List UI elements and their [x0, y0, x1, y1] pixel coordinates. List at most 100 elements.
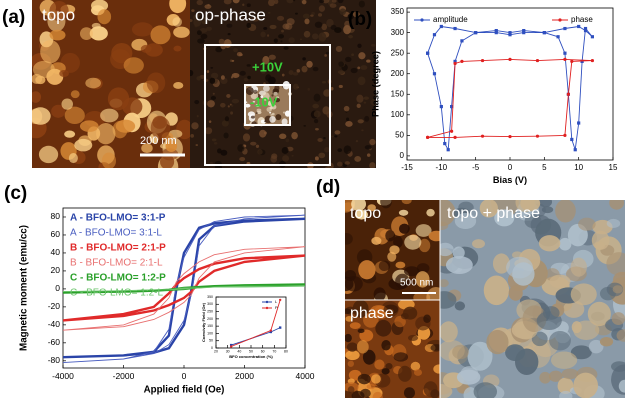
texture-blob [347, 13, 354, 20]
point [508, 57, 512, 61]
texture-blob [312, 103, 320, 109]
texture-blob [467, 341, 493, 371]
texture-blob [256, 108, 262, 112]
texture-blob [49, 29, 66, 41]
texture-blob [215, 46, 223, 53]
texture-blob [371, 236, 382, 245]
texture-blob [314, 156, 319, 161]
panel-label: (a) [2, 7, 25, 28]
texture-blob [255, 112, 258, 115]
y-tick-label: 350 [207, 295, 213, 299]
point [556, 35, 560, 39]
series-line [427, 26, 593, 152]
texture-blob [366, 59, 371, 63]
point [583, 26, 588, 31]
point [229, 343, 233, 347]
series-line [62, 217, 306, 359]
texture-blob [612, 285, 623, 294]
texture-blob [40, 39, 61, 64]
texture-blob [445, 256, 473, 275]
texture-blob [486, 329, 509, 355]
texture-blob [281, 73, 285, 77]
texture-blob [210, 67, 214, 69]
texture-blob [403, 306, 418, 320]
texture-blob [335, 45, 343, 52]
texture-blob [326, 18, 334, 28]
texture-blob [345, 315, 353, 322]
texture-blob [599, 337, 614, 347]
series-line [62, 283, 306, 294]
texture-blob [38, 145, 59, 164]
texture-blob [194, 100, 200, 105]
texture-blob [370, 98, 376, 106]
x-tick-label: -5 [472, 163, 480, 172]
texture-blob [315, 128, 319, 131]
texture-blob [223, 0, 232, 5]
texture-blob [373, 287, 386, 300]
texture-blob [561, 368, 579, 380]
point [426, 51, 430, 55]
panel-label: (b) [348, 9, 372, 30]
texture-blob [314, 21, 323, 28]
texture-blob [387, 251, 397, 262]
texture-blob [260, 95, 264, 98]
scan-box-outer [204, 44, 331, 166]
texture-blob [146, 72, 166, 94]
point [453, 135, 457, 140]
y-tick-label: 350 [391, 7, 405, 16]
texture-blob [49, 1, 69, 21]
texture-blob [350, 67, 358, 74]
texture-blob [380, 200, 392, 209]
texture-blob [242, 133, 251, 142]
texture-blob [452, 344, 469, 360]
x-axis-label: BFO concentration (%) [229, 354, 273, 359]
y-tick-label: 50 [209, 339, 213, 343]
texture-blob [246, 64, 251, 67]
image [345, 200, 440, 300]
texture-blob [322, 106, 330, 115]
texture-blob [273, 0, 279, 5]
texture-blob [393, 352, 409, 362]
texture-blob [325, 166, 328, 168]
point [269, 330, 273, 334]
y-tick-label: 50 [395, 130, 404, 139]
point [278, 326, 282, 329]
texture-blob [492, 253, 510, 274]
texture-blob [301, 65, 308, 73]
texture-blob [89, 26, 108, 41]
texture-blob [318, 5, 326, 12]
texture-blob [440, 321, 458, 343]
texture-blob [220, 75, 225, 80]
texture-blob [255, 103, 260, 108]
texture-blob [302, 13, 310, 19]
texture-blob [226, 23, 233, 28]
texture-blob [259, 129, 267, 138]
point [522, 31, 526, 35]
point [508, 33, 512, 37]
x-tick-label: -10 [436, 163, 448, 172]
texture-blob [173, 26, 190, 38]
texture-blob [85, 77, 101, 89]
legend-label: P [275, 305, 278, 310]
texture-blob [200, 16, 208, 25]
texture-blob [302, 57, 306, 61]
texture-blob [296, 68, 301, 73]
x-tick-label: 70 [272, 349, 276, 353]
texture-blob [150, 116, 171, 140]
texture-blob [190, 134, 195, 138]
texture-blob [375, 319, 392, 337]
texture-blob [570, 345, 592, 360]
x-tick-label: 10 [574, 163, 583, 172]
texture-blob [318, 32, 327, 42]
texture-blob [306, 60, 313, 68]
y-tick-label: -20 [48, 301, 61, 311]
point [573, 148, 577, 152]
texture-blob [426, 208, 435, 217]
texture-blob [244, 103, 251, 108]
texture-blob [349, 322, 361, 329]
texture-blob [213, 142, 218, 145]
texture-blob [231, 73, 240, 79]
texture-blob [610, 361, 625, 372]
y-tick-label: 100 [391, 110, 405, 119]
texture-blob [539, 371, 551, 384]
